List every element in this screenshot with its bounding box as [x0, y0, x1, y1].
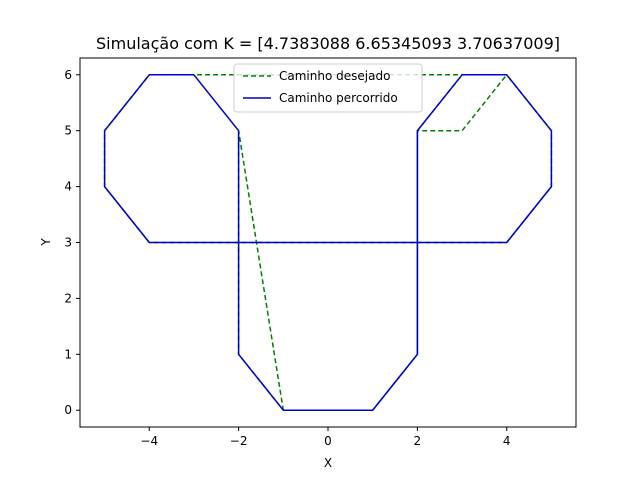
- y-tick-label: 3: [64, 236, 72, 250]
- x-tick-label: −2: [230, 434, 248, 448]
- plot-area: −4 −2 0 2 4 0 1 2 3 4 5 6: [64, 57, 577, 448]
- y-tick-label: 0: [64, 403, 72, 417]
- y-tick-label: 6: [64, 68, 72, 82]
- x-tick-label: 4: [503, 434, 511, 448]
- y-tick-label: 1: [64, 347, 72, 361]
- legend-label-traveled: Caminho percorrido: [279, 91, 398, 105]
- y-axis-label: Y: [39, 238, 53, 247]
- x-tick-label: 2: [414, 434, 422, 448]
- y-tick-label: 2: [64, 291, 72, 305]
- series-layer: [103, 74, 553, 411]
- y-tick-label: 5: [64, 124, 72, 138]
- x-tick-label: 0: [324, 434, 332, 448]
- y-tick-label: 4: [64, 180, 72, 194]
- legend: Caminho desejado Caminho percorrido: [233, 63, 423, 113]
- legend-box: [233, 63, 423, 113]
- x-tick-label: −4: [140, 434, 158, 448]
- x-axis-label: X: [324, 456, 332, 470]
- series-line-traveled: [103, 74, 553, 411]
- chart-title: Simulação com K = [4.7383088 6.65345093 …: [96, 34, 560, 53]
- ticks-layer: −4 −2 0 2 4 0 1 2 3 4 5 6: [64, 68, 510, 448]
- legend-label-desired: Caminho desejado: [279, 69, 390, 83]
